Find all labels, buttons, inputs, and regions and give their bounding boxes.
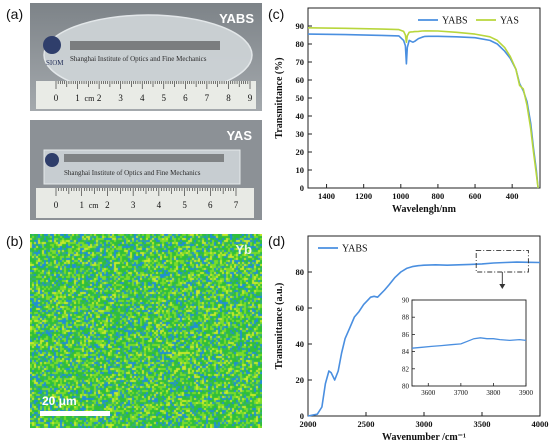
chart-d-y-axis-title: Transmittance (a.u.) — [274, 283, 285, 370]
chart-d-inset-frame — [411, 299, 527, 387]
yabs-institute-caption: Shanghai Institute of Optics and Fine Me… — [70, 55, 207, 63]
yabs-ruler-label: 8 — [226, 93, 231, 103]
chart-d-x-tick-label: 3500 — [474, 419, 491, 429]
chart-d-y-tick-label: 80 — [296, 267, 305, 277]
chart-c-y-tick-label: 80 — [296, 39, 305, 49]
yb-element-map: Yb 20 μm — [30, 234, 262, 428]
scale-bar — [40, 411, 110, 416]
chart-c-y-tick-label: 0 — [300, 183, 304, 193]
yabs-ruler-label: 3 — [118, 93, 123, 103]
chart-c-x-tick-label: 1000 — [392, 191, 409, 201]
chart-c-y-tick-label: 40 — [296, 111, 305, 121]
chart-c-x-tick-label: 600 — [469, 191, 482, 201]
yas-ruler — [36, 188, 254, 218]
chart-c-y-tick-label: 50 — [296, 93, 305, 103]
chart-d-x-tick-label: 2500 — [358, 419, 375, 429]
chart-d-highlight-box — [475, 249, 529, 273]
chart-d-y-tick-label: 40 — [296, 339, 305, 349]
yabs-ruler-label: 2 — [97, 93, 102, 103]
panel-label-a: (a) — [6, 6, 24, 22]
yas-ruler-label: 5 — [182, 200, 187, 210]
chart-d-inset-y-tick-label: 84 — [402, 348, 410, 356]
chart-d-inset-y-tick-label: 86 — [402, 331, 410, 339]
chart-c-y-tick-label: 60 — [296, 75, 305, 85]
chart-c-y-axis-title: Transmittance (%) — [274, 57, 285, 138]
chart-d-x-tick-label: 4000 — [532, 419, 549, 429]
yas-ruler-label: 2 — [105, 200, 110, 210]
siom-logo-icon-2 — [45, 153, 59, 167]
yabs-photo-tag: YABS — [219, 11, 254, 26]
chinese-lettering-2 — [64, 154, 224, 162]
yas-institute-caption: Shanghai Institute of Optics and Fine Me… — [64, 169, 201, 177]
chart-d-x-tick-label: 2000 — [300, 419, 317, 429]
yabs-ruler-label: 7 — [205, 93, 210, 103]
chinese-lettering — [70, 41, 220, 50]
scale-bar-label: 20 μm — [42, 394, 77, 408]
yas-ruler-label: 3 — [131, 200, 136, 210]
yas-ruler-label: 0 — [54, 200, 59, 210]
chart-d-inset-x-tick-label: 3800 — [486, 389, 501, 397]
chart-c-series-line-yas — [307, 27, 539, 189]
yabs-ruler-label: 9 — [248, 93, 253, 103]
yabs-photo-drawing: 0 1 cm 2 3 4 5 6 7 8 9 SIOM Shanghai Institute of … — [30, 3, 262, 111]
chart-c-x-axis-title: Wavelengh/nm — [392, 204, 457, 215]
chart-c-x-tick-label: 1200 — [355, 191, 372, 201]
chart-d-inset-y-tick-label: 88 — [402, 314, 410, 322]
yabs-ruler-label: 6 — [183, 93, 188, 103]
chart-c-legend-label: YABS — [442, 16, 468, 27]
chart-c-x-tick-label: 400 — [506, 191, 519, 201]
yas-ruler-label: 4 — [157, 200, 162, 210]
yabs-ruler — [36, 81, 256, 109]
panel-label-d: (d) — [268, 233, 286, 249]
chart-c-legend-label: YAS — [500, 16, 519, 27]
yabs-ruler-label: 5 — [162, 93, 167, 103]
panel-label-b: (b) — [6, 233, 24, 249]
chart-c-x-tick-label: 1400 — [318, 191, 335, 201]
yas-sample-photo: 0 1 cm 2 3 4 5 6 7 Shanghai Institute of Optics … — [30, 120, 262, 220]
yabs-sample-photo: 0 1 cm 2 3 4 5 6 7 8 9 SIOM Shanghai Institute of … — [30, 3, 262, 111]
yas-ruler-label: 6 — [208, 200, 213, 210]
transmittance-wavenumber-chart: 2000 2500 3000 3500 4000 0 20 40 60 80 Wavenumber … — [274, 235, 549, 443]
yabs-ruler-unit-label: cm — [85, 94, 96, 103]
chart-d-series-line-yabs — [307, 261, 541, 417]
yas-ruler-label: 7 — [234, 200, 239, 210]
chart-d-inset-x-tick-label: 3700 — [454, 389, 469, 397]
yabs-ruler-label: 0 — [54, 93, 59, 103]
chart-d-inset-y-tick-label: 90 — [402, 297, 410, 305]
chart-d-y-tick-label: 20 — [296, 375, 305, 385]
chart-d-inset-x-tick-label: 3900 — [519, 389, 534, 397]
yabs-ruler-label: 4 — [140, 93, 145, 103]
chart-d-inset-x-tick-label: 3600 — [421, 389, 436, 397]
chart-d-y-tick-label: 60 — [296, 303, 305, 313]
siom-logo-icon — [43, 36, 61, 54]
chart-c-y-tick-label: 10 — [296, 165, 305, 175]
chart-d-inset-y-tick-label: 80 — [402, 383, 410, 391]
chart-d-x-tick-label: 3000 — [416, 419, 433, 429]
siom-logo-text: SIOM — [46, 59, 64, 67]
chart-d-y-tick-label: 0 — [300, 411, 304, 421]
chart-d-legend-label: YABS — [342, 244, 368, 255]
chart-c-y-tick-label: 20 — [296, 147, 305, 157]
yas-ruler-unit-label: cm — [89, 201, 100, 210]
yas-ruler-label: 1 — [79, 200, 84, 210]
yas-photo-drawing: 0 1 cm 2 3 4 5 6 7 Shanghai Institute of Optics … — [30, 120, 262, 220]
chart-d-inset-arrowhead — [499, 284, 506, 289]
yas-photo-tag: YAS — [226, 128, 252, 143]
yb-map-texture — [30, 234, 262, 428]
chart-c-series-line-yabs — [307, 33, 539, 189]
chart-c-y-tick-label: 90 — [296, 21, 305, 31]
chart-c-y-tick-label: 70 — [296, 57, 305, 67]
chart-c-x-tick-label: 800 — [432, 191, 445, 201]
chart-c-y-tick-label: 30 — [296, 129, 305, 139]
panel-label-c: (c) — [268, 6, 285, 22]
chart-d-inset-series-line — [411, 337, 527, 349]
chart-d-inset-y-tick-label: 82 — [402, 365, 410, 373]
yabs-ruler-label: 1 — [75, 93, 80, 103]
yb-map-tag: Yb — [235, 242, 252, 257]
chart-d-x-axis-title: Wavenumber /cm⁻¹ — [382, 432, 466, 443]
transmittance-wavelength-chart: 1400 1200 1000 800 600 400 0 10 20 30 40 50 60 70 80 90… — [274, 7, 541, 215]
